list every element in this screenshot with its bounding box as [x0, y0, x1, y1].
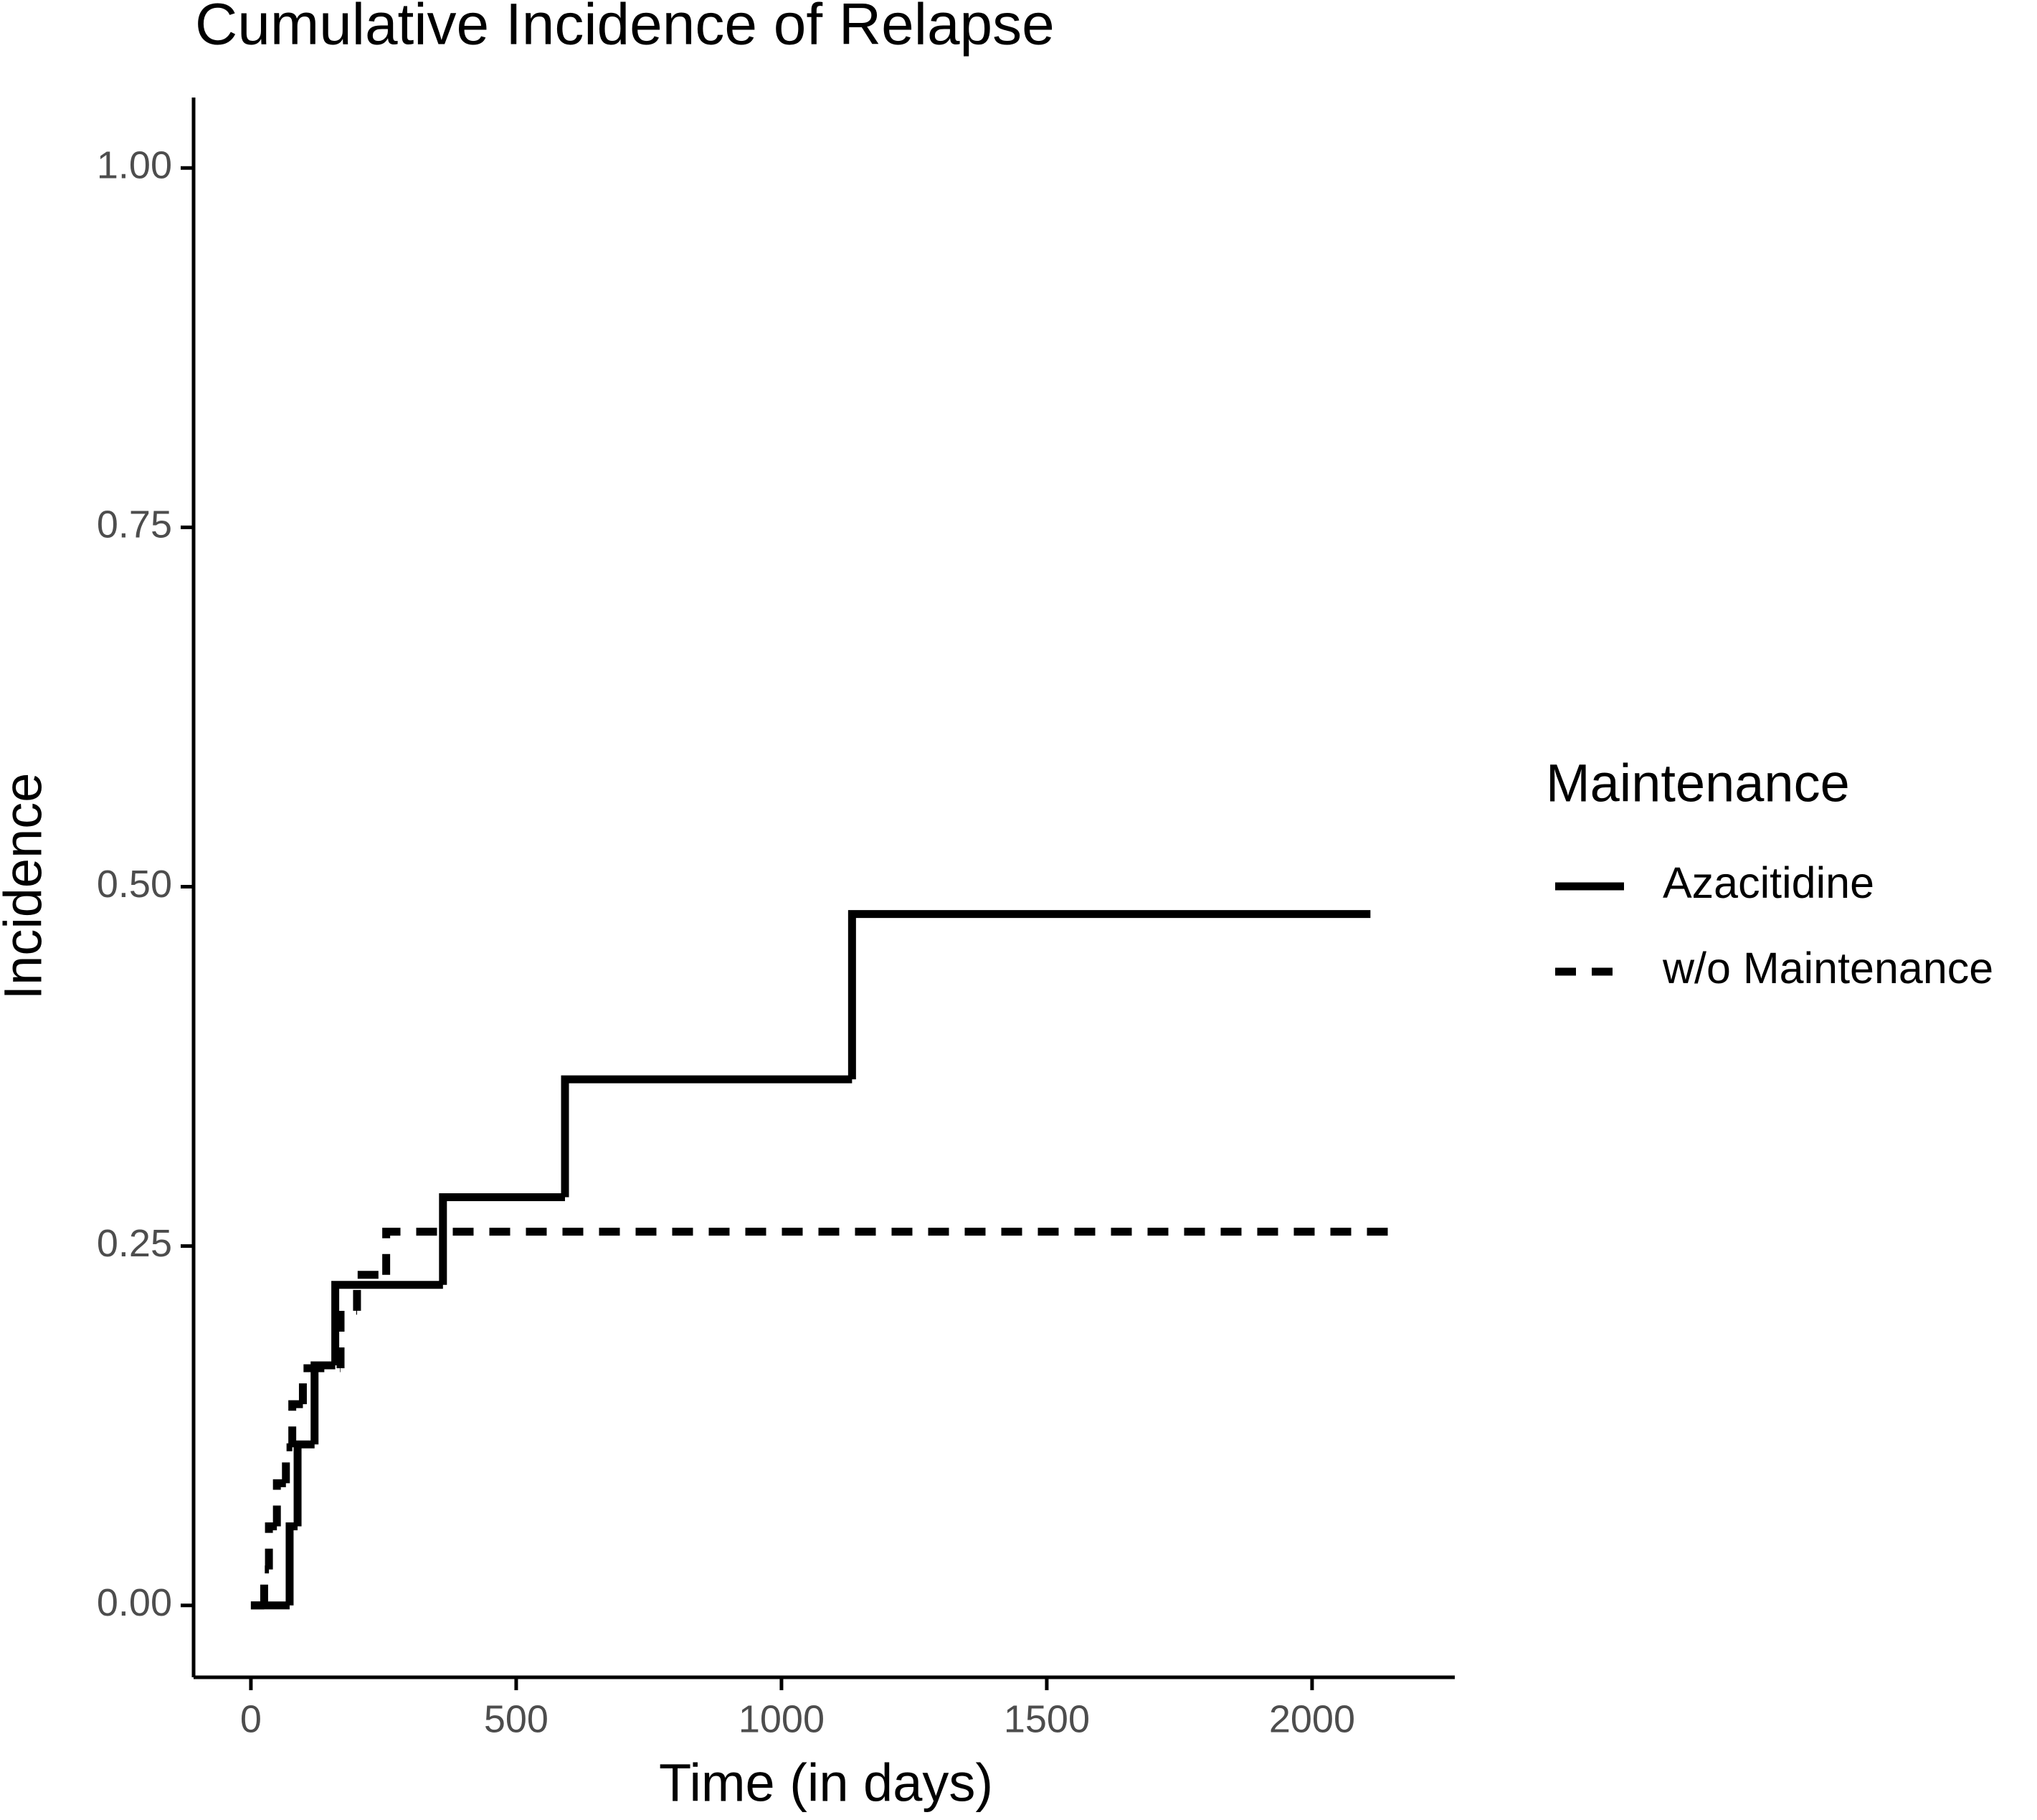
step-segment — [382, 1228, 1390, 1275]
y-tick-label: 1.00 — [97, 143, 172, 186]
y-tick-label: 0.75 — [97, 503, 172, 546]
x-tick-label: 500 — [484, 1697, 549, 1740]
step-segment — [272, 1479, 286, 1527]
step-segment — [293, 1440, 315, 1527]
step-segment — [561, 1075, 853, 1198]
step-segment — [847, 910, 1371, 1080]
legend-label: w/o Maintenance — [1662, 944, 1993, 992]
step-segment — [331, 1281, 443, 1366]
x-axis-title: Time (in days) — [659, 1753, 993, 1813]
x-tick-label: 0 — [240, 1697, 262, 1740]
step-segment — [265, 1522, 277, 1570]
legend-label: Azacitidine — [1663, 858, 1874, 907]
step-segment — [285, 1522, 298, 1606]
y-tick-label: 0.00 — [97, 1581, 172, 1624]
chart-title: Cumulative Incidence of Relapse — [195, 0, 1055, 57]
step-segment — [298, 1364, 341, 1405]
y-axis-title: Incidence — [0, 773, 53, 1000]
step-segment — [310, 1361, 336, 1445]
legend-title: Maintenance — [1546, 754, 1850, 813]
y-tick-label: 0.50 — [97, 863, 172, 906]
step-segment — [288, 1400, 303, 1448]
step-segment — [336, 1307, 357, 1369]
x-tick-label: 1500 — [1004, 1697, 1090, 1740]
step-segment — [260, 1565, 270, 1606]
x-tick-label: 1000 — [739, 1697, 825, 1740]
step-segment — [282, 1443, 293, 1484]
y-tick-label: 0.25 — [97, 1222, 172, 1265]
step-segment — [353, 1271, 386, 1311]
step-segment — [439, 1193, 566, 1285]
x-tick-label: 2000 — [1269, 1697, 1355, 1740]
